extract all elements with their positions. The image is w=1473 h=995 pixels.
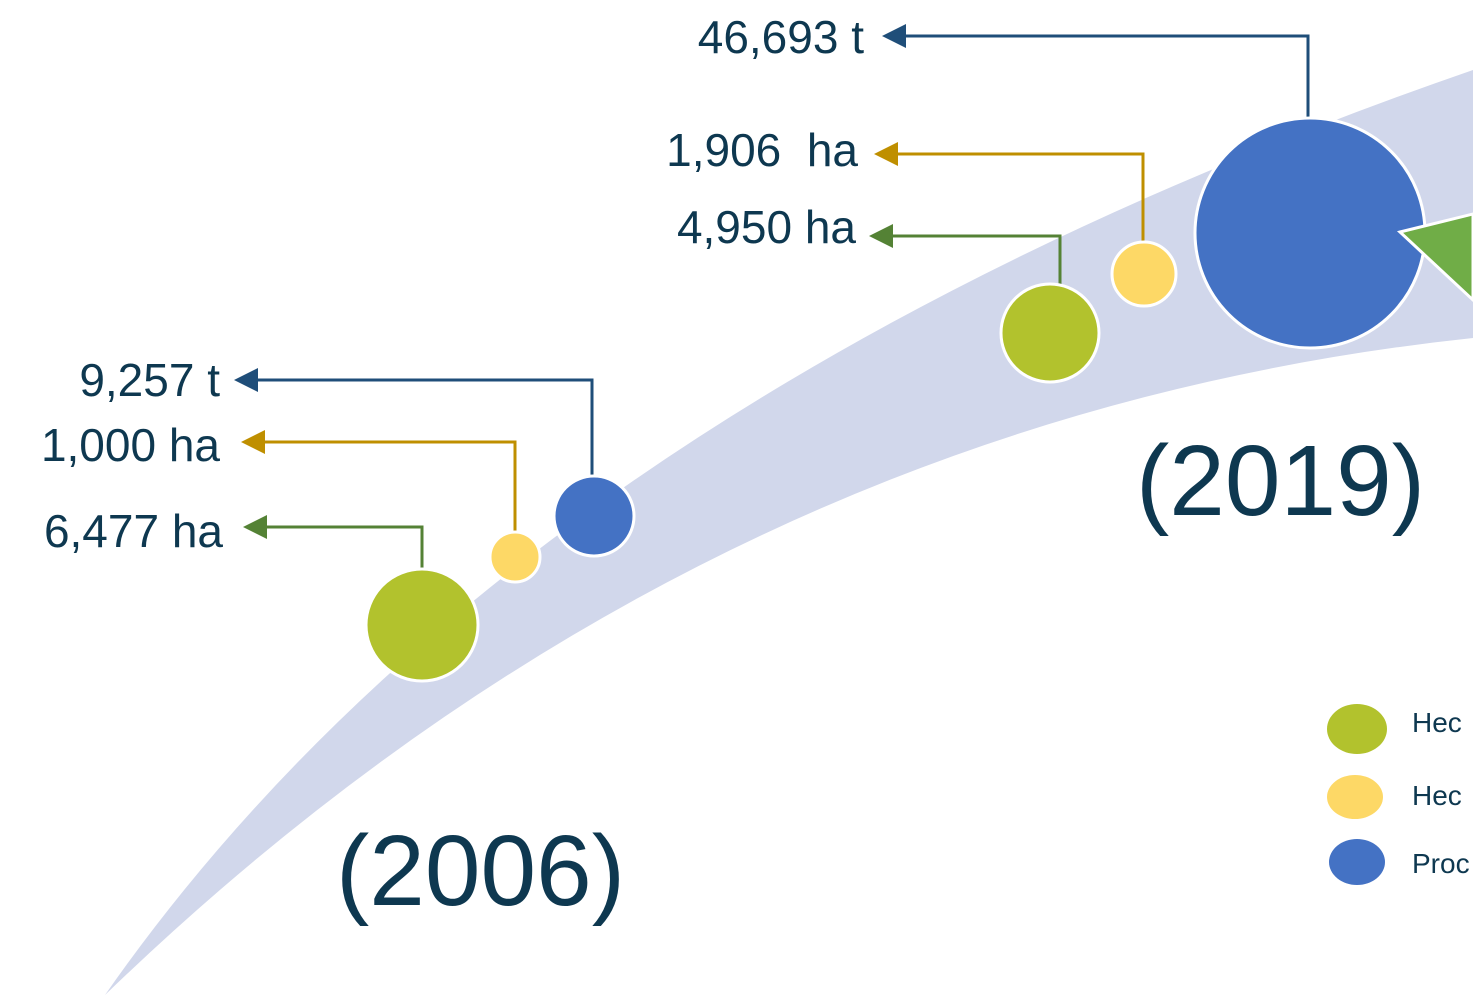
legend: Hec Hec Proc — [1327, 704, 1470, 885]
value-2019-green: 4,950 ha — [677, 201, 856, 253]
value-2006-blue: 9,257 t — [79, 354, 220, 406]
legend-dot-green — [1327, 704, 1387, 754]
bubble-2006-blue — [552, 474, 636, 558]
bubble-2019-blue — [1193, 116, 1427, 350]
bubble-2019-yellow — [1110, 240, 1178, 308]
leader-2019-yellow — [874, 142, 1145, 248]
value-2006-green: 6,477 ha — [44, 505, 223, 557]
leader-2006-yellow — [241, 430, 517, 535]
legend-dot-blue — [1329, 839, 1385, 885]
bubble-2019-green — [999, 282, 1101, 384]
value-2019-blue: 46,693 t — [698, 11, 864, 63]
value-2019-yellow: 1,906 ha — [666, 124, 858, 176]
value-2006-yellow: 1,000 ha — [41, 419, 220, 471]
year-label-2006: (2006) — [336, 815, 625, 927]
leader-2006-blue — [234, 368, 594, 478]
legend-label-yellow: Hec — [1412, 780, 1462, 811]
legend-label-green: Hec — [1412, 707, 1462, 738]
bubble-2006-green — [364, 567, 480, 683]
legend-label-blue: Proc — [1412, 848, 1470, 879]
growth-marker-icon — [1396, 212, 1473, 303]
leader-2006-green — [243, 515, 424, 572]
leader-2019-green — [869, 224, 1062, 288]
bubble-2006-yellow — [488, 530, 542, 584]
legend-dot-yellow — [1327, 775, 1383, 819]
year-label-2019: (2019) — [1136, 425, 1425, 537]
leader-2019-blue — [882, 24, 1310, 140]
